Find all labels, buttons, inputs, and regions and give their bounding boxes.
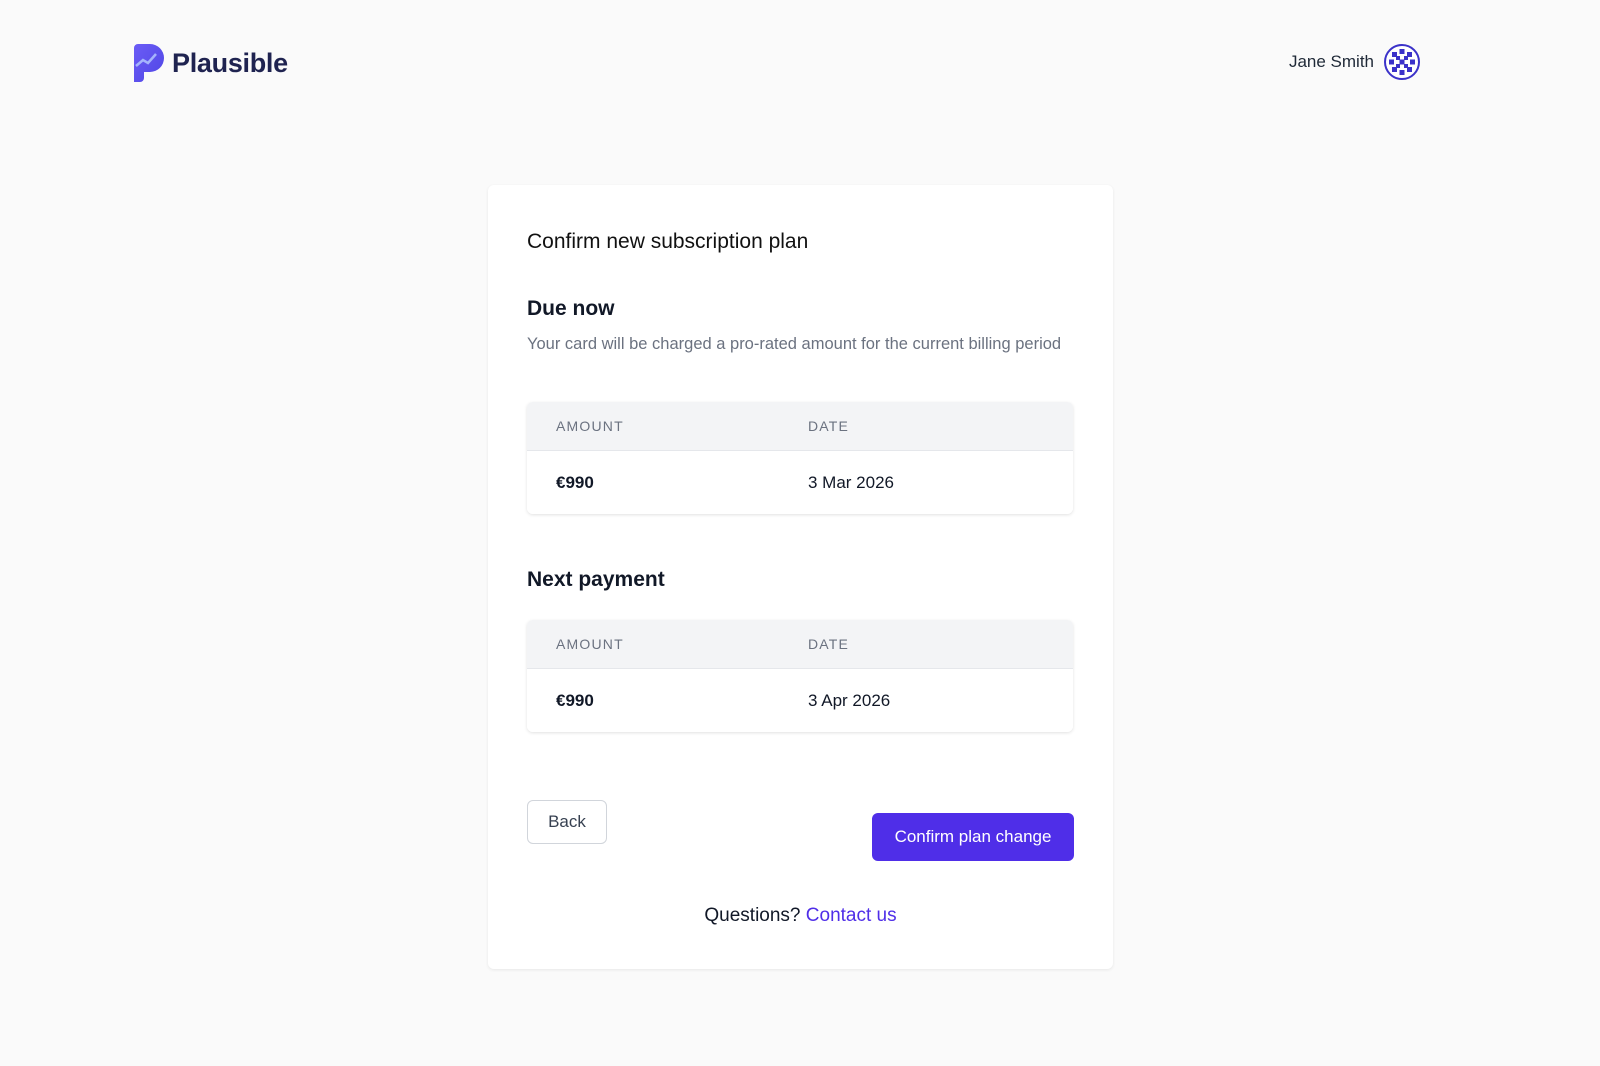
plausible-logo[interactable]: Plausible [134,44,288,82]
logo-icon [134,44,164,82]
due-now-description: Your card will be charged a pro-rated am… [527,335,1062,353]
next-payment-heading: Next payment [527,568,665,591]
date-value: 3 Apr 2026 [808,690,891,710]
column-date: DATE [808,636,850,652]
column-amount: AMOUNT [556,636,624,652]
confirm-plan-change-button[interactable]: Confirm plan change [872,813,1074,861]
confirm-plan-card: Confirm new subscription plan Due now Yo… [488,185,1113,969]
avatar [1384,44,1420,80]
page-title: Confirm new subscription plan [527,230,809,253]
due-now-table: AMOUNT DATE €990 3 Mar 2026 [527,402,1073,514]
date-value: 3 Mar 2026 [808,472,894,492]
questions-text: Questions? [704,905,801,926]
next-payment-table: AMOUNT DATE €990 3 Apr 2026 [527,620,1073,732]
amount-value: €990 [556,690,594,710]
table-header: AMOUNT DATE [527,620,1073,669]
back-button[interactable]: Back [527,800,607,844]
contact-us-link[interactable]: Contact us [805,905,897,926]
user-menu[interactable]: Jane Smith [1289,44,1420,80]
column-amount: AMOUNT [556,418,624,434]
user-name: Jane Smith [1288,52,1374,71]
due-now-heading: Due now [527,297,615,320]
column-date: DATE [808,418,850,434]
questions-line: Questions? Contact us [488,905,1113,927]
amount-value: €990 [556,472,594,492]
table-header: AMOUNT DATE [527,402,1073,451]
table-row: €990 3 Apr 2026 [527,669,1073,732]
table-row: €990 3 Mar 2026 [527,451,1073,514]
brand-name: Plausible [172,47,288,78]
